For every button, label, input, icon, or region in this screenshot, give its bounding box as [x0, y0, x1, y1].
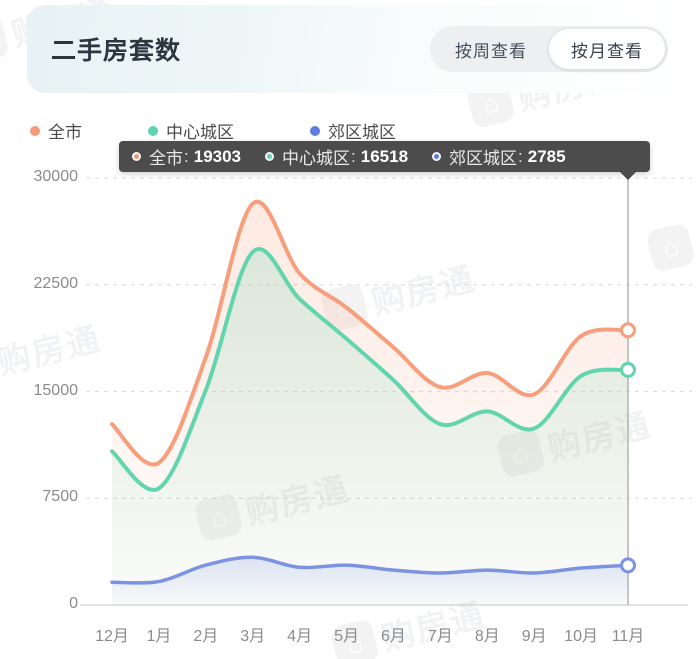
view-mode-toggle: 按周查看 按月查看: [430, 26, 668, 72]
legend-item-citywide[interactable]: 全市: [30, 118, 82, 143]
header-card: 二手房套数 按周查看 按月查看: [27, 5, 684, 93]
series-line-0: [110, 199, 630, 467]
legend-label: 郊区城区: [328, 123, 396, 142]
legend-label: 全市: [48, 123, 82, 142]
tooltip-item-central-districts: 中心城区 : 16518: [265, 144, 408, 169]
tooltip-item-citywide: 全市 : 19303: [132, 144, 241, 169]
view-by-week-button[interactable]: 按周查看: [433, 29, 549, 69]
x-axis-label: 3月: [240, 628, 266, 645]
x-axis-label: 5月: [334, 628, 359, 645]
citywide-dot-icon: [30, 125, 40, 136]
tooltip-value: 2785: [527, 146, 566, 166]
tooltip-item-suburban-districts: 郊区城区 : 2785: [432, 144, 566, 169]
y-axis-label: 7500: [42, 488, 78, 506]
series-area-2: [112, 557, 628, 605]
central-districts-dot-icon: [148, 125, 158, 136]
series-endpoint-0[interactable]: [620, 322, 636, 339]
series-line-1: [110, 247, 630, 492]
legend-label: 中心城区: [166, 123, 234, 142]
legend: 全市 中心城区 郊区城区: [0, 118, 696, 142]
page-title: 二手房套数: [51, 37, 182, 65]
series-endpoint-2[interactable]: [620, 557, 636, 574]
suburban-districts-dot-icon: [310, 125, 320, 136]
chart-tooltip: 全市 : 19303 中心城区 : 16518 郊区城区 : 2785: [119, 141, 650, 180]
x-axis-label: 12月: [95, 628, 129, 645]
tooltip-value: 19303: [193, 146, 242, 166]
central-districts-dot-icon: [265, 152, 275, 161]
x-axis-label: 4月: [287, 628, 313, 645]
x-axis-label: 6月: [381, 628, 406, 645]
y-axis-label: 0: [69, 595, 78, 612]
citywide-dot-icon: [132, 152, 141, 161]
x-axis-label: 11月: [611, 628, 645, 645]
x-axis-label: 9月: [521, 628, 547, 645]
series-endpoint-1[interactable]: [620, 361, 636, 378]
y-axis-label: 15000: [33, 381, 79, 399]
legend-item-suburban-districts[interactable]: 郊区城区: [310, 118, 396, 143]
tooltip-arrow: [620, 172, 636, 180]
x-axis-label: 1月: [146, 628, 172, 645]
x-axis-label: 10月: [564, 628, 598, 645]
x-axis-label: 7月: [427, 628, 453, 645]
suburban-districts-dot-icon: [432, 152, 442, 161]
x-axis-label: 8月: [474, 628, 500, 645]
series-line-2: [110, 555, 630, 585]
tooltip-value: 16518: [360, 146, 409, 166]
series-area-1: [112, 249, 628, 605]
legend-item-central-districts[interactable]: 中心城区: [148, 118, 234, 143]
view-by-month-button[interactable]: 按月查看: [549, 29, 665, 69]
x-axis-label: 2月: [193, 628, 219, 645]
y-axis-label: 22500: [33, 274, 79, 292]
y-axis-label: 30000: [33, 168, 79, 185]
